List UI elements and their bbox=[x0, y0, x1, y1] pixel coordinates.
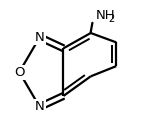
Text: N: N bbox=[35, 100, 45, 113]
Text: NH: NH bbox=[96, 9, 115, 22]
Text: O: O bbox=[14, 66, 24, 79]
Text: N: N bbox=[35, 31, 45, 44]
Text: 2: 2 bbox=[109, 14, 115, 24]
